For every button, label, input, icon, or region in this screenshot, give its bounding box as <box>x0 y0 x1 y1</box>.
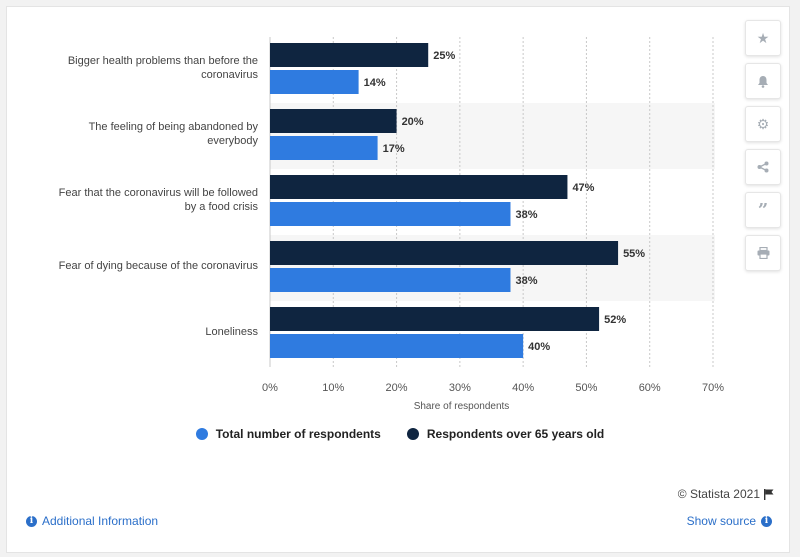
x-tick-label: 30% <box>449 382 471 394</box>
legend-swatch-total <box>195 428 208 440</box>
bar[interactable] <box>270 268 511 292</box>
legend-swatch-over65 <box>406 428 419 440</box>
bar[interactable] <box>270 43 429 67</box>
legend-label-over65: Respondents over 65 years old <box>426 427 605 441</box>
print-button[interactable] <box>745 235 781 271</box>
cite-button[interactable]: ” <box>745 192 781 228</box>
settings-button[interactable]: ⚙ <box>745 106 781 142</box>
notification-button[interactable] <box>745 63 781 99</box>
legend-label-total: Total number of respondents <box>215 427 381 441</box>
bar[interactable] <box>270 334 524 358</box>
star-icon: ★ <box>756 29 770 46</box>
category-label: Loneliness <box>205 326 258 338</box>
quote-icon: ” <box>757 199 769 221</box>
category-label: Fear of dying because of the coronavirus <box>59 260 259 272</box>
data-label: 17% <box>383 143 405 155</box>
category-label: The feeling of being abandoned by everybo… <box>89 121 259 147</box>
favorite-button[interactable]: ★ <box>745 20 781 56</box>
additional-information-link[interactable]: i Additional Information <box>26 514 158 528</box>
statista-credit[interactable]: © Statista 2021 <box>678 487 774 501</box>
gear-icon: ⚙ <box>756 115 770 132</box>
x-axis-title: Share of respondents <box>414 401 510 412</box>
show-source-label: Show source <box>686 514 756 528</box>
x-tick-label: 50% <box>575 382 597 394</box>
credit-text: © Statista 2021 <box>677 487 760 501</box>
x-tick-label: 40% <box>512 382 534 394</box>
bar[interactable] <box>270 202 511 226</box>
legend-item-total[interactable]: Total number of respondents <box>195 427 381 441</box>
bar[interactable] <box>270 175 568 199</box>
data-label: 14% <box>364 77 386 89</box>
category-label: Fear that the coronavirus will be follow… <box>59 187 259 213</box>
info-icon: i <box>761 515 772 527</box>
data-label: 55% <box>623 248 645 260</box>
x-tick-label: 70% <box>702 382 724 394</box>
show-source-link[interactable]: Show source i <box>687 514 772 528</box>
data-label: 25% <box>433 50 455 62</box>
bar[interactable] <box>270 307 600 331</box>
bar[interactable] <box>270 109 397 133</box>
x-tick-label: 60% <box>639 382 661 394</box>
chart-legend: Total number of respondents Respondents … <box>0 427 800 441</box>
info-icon: i <box>26 515 37 527</box>
data-label: 40% <box>528 341 550 353</box>
bar[interactable] <box>270 70 359 94</box>
data-label: 20% <box>402 116 424 128</box>
x-tick-label: 20% <box>386 382 408 394</box>
data-label: 52% <box>604 314 626 326</box>
bell-icon <box>758 75 768 88</box>
print-icon <box>757 247 769 259</box>
legend-item-over65[interactable]: Respondents over 65 years old <box>406 427 605 441</box>
share-button[interactable] <box>745 149 781 185</box>
x-tick-label: 0% <box>262 382 278 394</box>
x-tick-label: 10% <box>322 382 344 394</box>
side-toolbar: ★ ⚙ ” <box>745 20 781 278</box>
bar[interactable] <box>270 241 619 265</box>
data-label: 38% <box>515 209 537 221</box>
category-label: Bigger health problems than before the co… <box>68 55 259 81</box>
share-icon <box>757 161 769 173</box>
flag-icon <box>764 488 774 500</box>
data-label: 47% <box>572 182 594 194</box>
bar[interactable] <box>270 136 378 160</box>
additional-information-label: Additional Information <box>42 514 159 528</box>
data-label: 38% <box>515 275 537 287</box>
